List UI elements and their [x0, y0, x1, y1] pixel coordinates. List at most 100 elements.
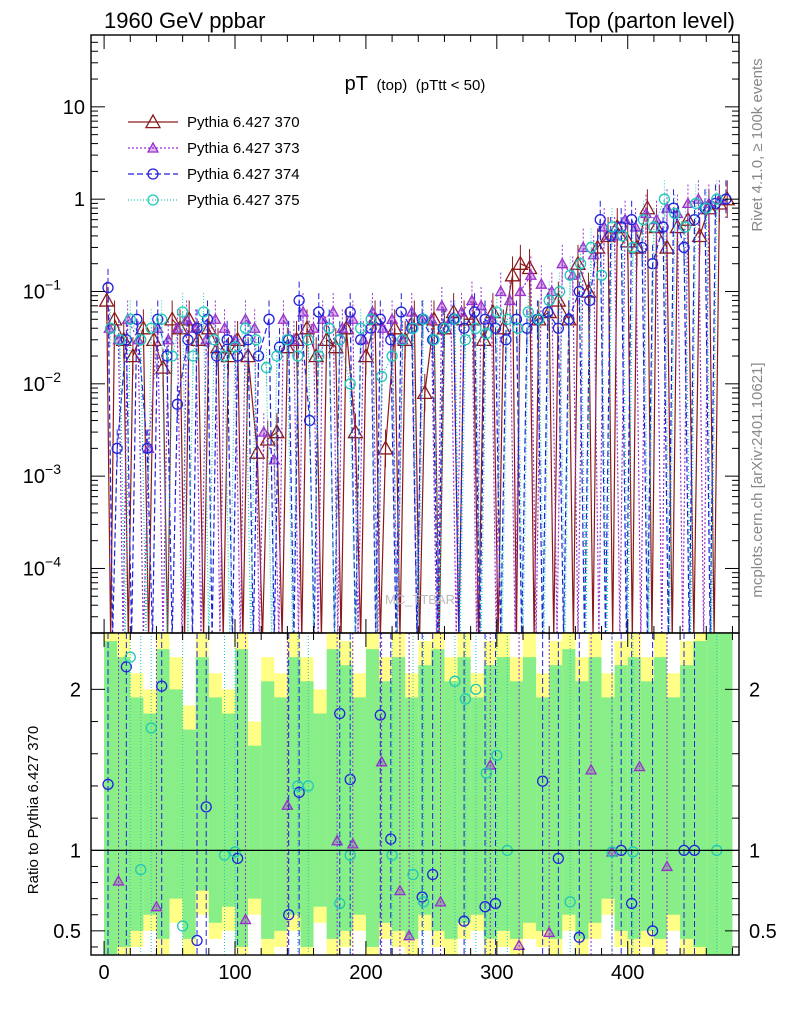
main-series-line [110, 198, 718, 633]
header-right-label: Top (parton level) [565, 8, 735, 33]
main-point [491, 306, 503, 318]
ratio-point [156, 680, 168, 692]
main-point [181, 310, 198, 326]
main-point [564, 269, 576, 281]
main-point [102, 282, 114, 294]
main-point [171, 398, 184, 410]
ratio-band-green [444, 681, 458, 939]
xtick-label: 300 [480, 962, 513, 984]
main-point [533, 313, 545, 325]
main-ytick-label: 10−3 [23, 461, 61, 488]
main-point [263, 313, 275, 325]
ratio-band-green [143, 713, 157, 915]
ratio-point [283, 909, 295, 921]
ratio-point [375, 755, 388, 767]
main-point [480, 327, 492, 340]
main-point [197, 306, 210, 318]
ratio-point [417, 896, 430, 908]
main-point [690, 197, 702, 210]
ratio-point [302, 780, 314, 792]
main-point [512, 255, 529, 270]
main-point [711, 193, 723, 205]
main-point [190, 331, 207, 347]
ratio-point [626, 897, 638, 910]
ratio-point [543, 926, 556, 938]
main-point [307, 321, 320, 333]
main-point [171, 321, 184, 333]
main-point [606, 221, 618, 233]
main-point [435, 299, 448, 311]
ratio-point [112, 874, 125, 886]
plot-title-main: pT [345, 73, 368, 95]
ratio-point [102, 778, 114, 790]
ratio-band-green [667, 697, 681, 915]
ratio-point [239, 913, 252, 925]
ratio-ytick-label-left: 1 [70, 840, 81, 862]
main-point [114, 334, 126, 346]
ratio-band-green [706, 633, 720, 955]
main-point [669, 207, 681, 220]
ratio-point [552, 852, 564, 865]
ratio-point [416, 891, 428, 903]
main-point [646, 258, 659, 270]
main-point [522, 306, 534, 318]
main-point [152, 313, 164, 325]
ratio-point [135, 864, 147, 876]
main-point [292, 350, 304, 362]
xtick-label: 400 [611, 962, 644, 984]
main-point [573, 285, 585, 298]
main-point [585, 241, 597, 254]
main-point [595, 269, 608, 281]
main-point [385, 334, 397, 346]
main-point [445, 303, 462, 319]
main-point [327, 305, 340, 317]
legend-label: Pythia 6.427 375 [187, 192, 300, 209]
ratio-band-green [693, 641, 707, 947]
ratio-band-green [392, 657, 406, 931]
main-ytick-label: 10−4 [23, 553, 61, 580]
ratio-band-green [523, 657, 537, 923]
main-point [465, 294, 479, 306]
ratio-point [427, 868, 439, 881]
main-point [510, 313, 523, 325]
main-point [616, 230, 629, 242]
ratio-band-green [339, 665, 353, 931]
main-point [385, 312, 399, 324]
main-point [98, 292, 115, 307]
main-point [691, 227, 708, 243]
ratio-point [573, 931, 585, 943]
main-point [594, 213, 606, 226]
ratio-point [479, 901, 491, 913]
main-point [554, 285, 566, 298]
main-point [386, 350, 398, 362]
ratio-band-green [313, 713, 327, 907]
main-ytick-label: 10 [63, 97, 85, 119]
ratio-ytick-label-left: 0.5 [53, 921, 81, 943]
main-point [679, 221, 691, 233]
legend-label: Pythia 6.427 373 [187, 140, 300, 157]
ratio-band-green [182, 729, 196, 939]
main-point [521, 322, 533, 334]
main-point [366, 305, 379, 317]
ratio-band-green [405, 697, 419, 939]
legend-marker [147, 194, 159, 206]
ratio-point [459, 693, 472, 705]
main-point [211, 350, 223, 362]
main-point [542, 306, 554, 318]
main-point [377, 440, 394, 455]
ratio-point [191, 934, 203, 947]
main-point [658, 193, 671, 205]
main-series-370 [98, 180, 736, 633]
main-point [626, 213, 638, 226]
main-point [257, 425, 270, 437]
ratio-band-green [208, 697, 222, 923]
main-point [374, 313, 386, 325]
legend-marker [144, 113, 162, 129]
main-point [504, 266, 521, 282]
main-point [365, 313, 377, 325]
main-point [479, 313, 491, 325]
main-point [239, 322, 252, 334]
main-point [293, 294, 305, 307]
main-point [229, 341, 241, 353]
main-point [281, 334, 294, 346]
